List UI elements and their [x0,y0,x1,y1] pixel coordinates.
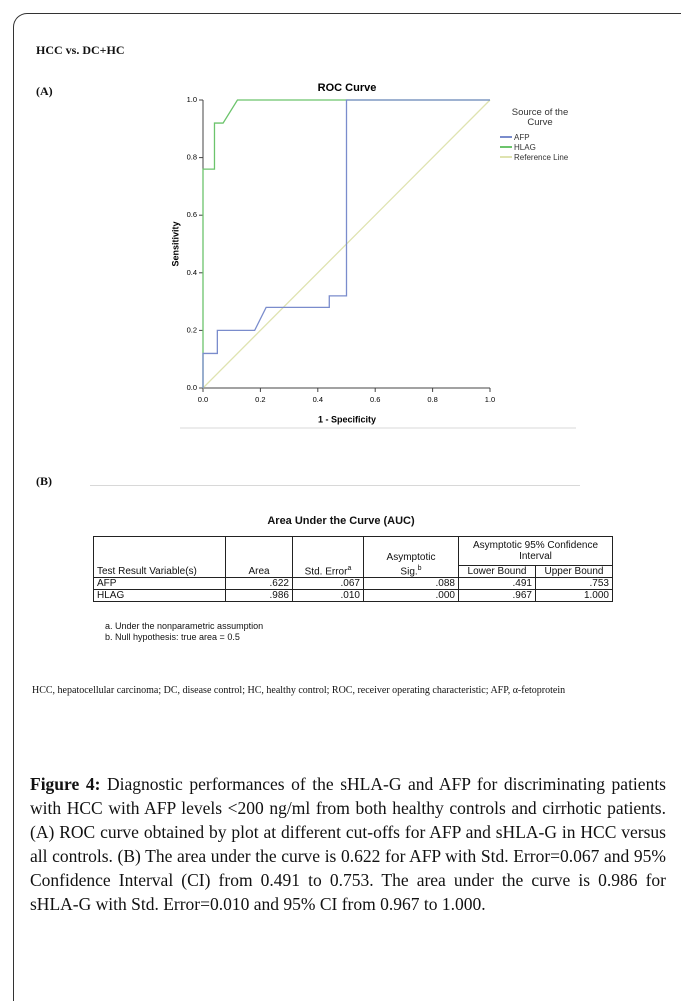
header-cell: Test Result Variable(s) [93,536,226,578]
header-cell: Area [225,536,293,578]
divider [90,485,580,486]
legend-label: AFP [514,132,530,142]
header-cell: Upper Bound [534,565,614,578]
auc-table: Test Result Variable(s) Area Std. Errora… [93,536,614,602]
roc-chart: ROC Curve Sensitivity 1 - Specificity 0.… [170,82,576,429]
x-tick-label: 0.6 [370,395,380,404]
table-row: HLAG .986.010.000.967 1.000 [93,589,614,602]
legend-label: Reference Line [514,152,569,162]
x-tick-label: 0.0 [198,395,208,404]
table-cell: AFP [93,577,226,590]
table-cell: .622 [225,577,293,590]
header-cell: Std. Errora [292,536,364,578]
legend-swatch [500,136,512,138]
legend-label: HLAG [514,142,536,152]
caption-text: Diagnostic performances of the sHLA-G an… [30,774,666,914]
y-tick-label: 0.0 [187,383,197,392]
table-cell: .067 [292,577,364,590]
table-cell: 1.000 [534,589,614,602]
table-cell: .986 [225,589,293,602]
table-cell: .010 [292,589,364,602]
panel-label: (B) [36,474,52,488]
legend-items: AFP HLAG Reference Line [500,132,580,162]
abbreviations: HCC, hepatocellular carcinoma; DC, disea… [32,685,566,696]
legend: Source of the Curve AFP HLAG Reference Lin… [500,108,580,162]
table-cell: .967 [458,589,536,602]
table-cell: HLAG [93,589,226,602]
y-tick-label: 0.6 [187,210,197,219]
legend-swatch [500,146,512,148]
table-cell: .000 [363,589,459,602]
caption: Figure 4: Diagnostic performances of the… [30,772,666,916]
table-cell: .491 [458,577,536,590]
caption-label: Figure 4: [30,774,101,794]
header-text: Asymptotic Sig. [386,551,436,577]
roc-line [202,99,490,388]
panel-label: (A) [36,84,53,98]
figure-frame [13,13,681,1001]
footnote: b. Null hypothesis: true area = 0.5 [105,632,240,642]
x-axis-label: 1 - Specificity [318,414,376,424]
chart-title: ROC Curve [318,82,377,94]
legend-item: Reference Line [500,152,580,162]
header-cell: Lower Bound [458,565,536,578]
x-tick-label: 0.8 [427,395,437,404]
legend-item: HLAG [500,142,580,152]
header-text: Std. Error [304,566,348,577]
table-cell: .088 [363,577,459,590]
y-tick-label: 0.2 [187,325,197,334]
x-tick-label: 1.0 [485,395,495,404]
header-cell: Asymptotic Sig.b [363,536,459,578]
footnote-mark: b [417,564,422,572]
table-cell: .753 [534,577,614,590]
table-title: Area Under the Curve (AUC) [267,515,415,527]
legend-swatch [500,156,512,158]
y-tick-label: 0.4 [187,268,197,277]
y-axis-label: Sensitivity [170,221,180,266]
heading: HCC vs. DC+HC [36,43,125,57]
header-row: Test Result Variable(s) Area Std. Errora… [93,536,613,578]
footnote-mark: a [347,564,352,572]
table-row: AFP .622.067.088.491.753 [93,577,614,590]
x-tick-label: 0.4 [313,395,323,404]
x-tick-label: 0.2 [255,395,265,404]
legend-title: Source of the Curve [511,107,569,128]
legend-item: AFP [500,132,580,142]
footnote: a. Under the nonparametric assumption [105,621,264,631]
y-tick-label: 0.8 [187,153,197,162]
y-tick-label: 1.0 [187,95,197,104]
roc-line [202,99,490,388]
header-cell: Asymptotic 95% Confidence Interval [458,536,613,566]
